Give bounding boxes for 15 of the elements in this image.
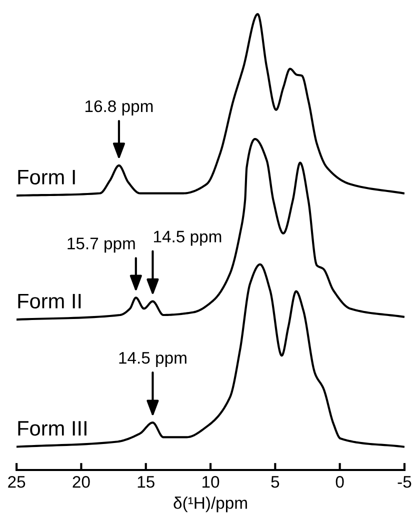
series-label: Form I xyxy=(18,170,75,184)
x-tick-label: 15 xyxy=(138,476,154,488)
annotation: 14.5 ppm xyxy=(119,352,186,368)
x-tick-label: 20 xyxy=(72,476,90,488)
annotation: 14.5 ppm xyxy=(154,230,222,246)
x-axis-title: δ(¹H)/ppm xyxy=(174,496,247,512)
annotation: 16.8 ppm xyxy=(86,100,153,116)
x-tick-label: 25 xyxy=(8,476,26,488)
series-label: Form III xyxy=(18,421,86,436)
x-tick-label: 10 xyxy=(202,476,220,488)
series-label: Form II xyxy=(18,294,81,308)
x-tick-label: -5 xyxy=(398,476,412,488)
annotation: 15.7 ppm xyxy=(68,238,135,253)
x-tick-label: 0 xyxy=(336,476,344,488)
x-tick-label: 5 xyxy=(271,476,280,488)
